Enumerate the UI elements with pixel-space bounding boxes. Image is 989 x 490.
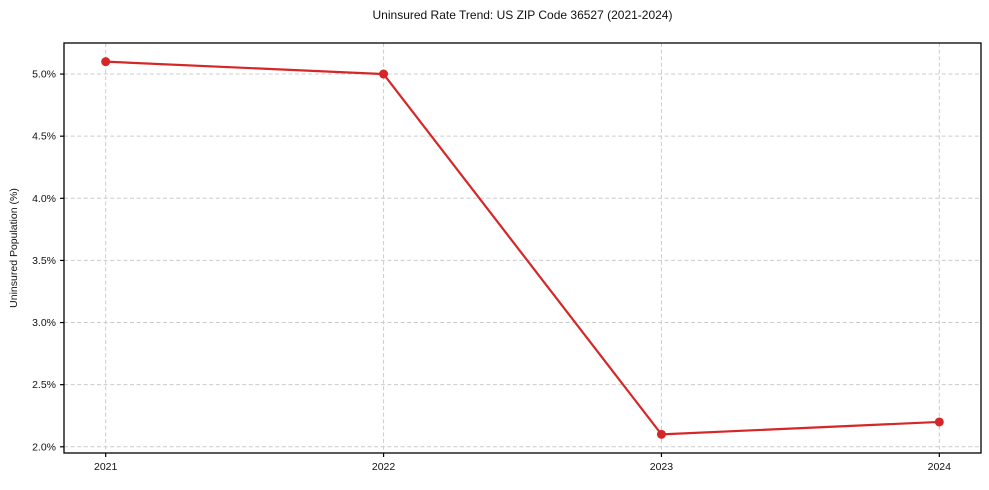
trend-line (104, 60, 941, 436)
data-point (934, 417, 944, 427)
data-point (101, 57, 111, 67)
x-tick-label: 2023 (650, 461, 674, 473)
x-tick-label: 2021 (94, 461, 118, 473)
plot-border (63, 42, 982, 454)
x-tick-label: 2024 (928, 461, 952, 473)
y-tick-label: 3.0% (32, 317, 56, 329)
y-tick-label: 3.5% (32, 255, 56, 267)
data-point (656, 429, 666, 439)
y-tick-label: 2.5% (32, 379, 56, 391)
y-tick-label: 2.0% (32, 441, 56, 453)
data-point (379, 69, 389, 79)
chart-title: Uninsured Rate Trend: US ZIP Code 36527 … (372, 8, 673, 22)
y-tick-label: 5.0% (32, 69, 56, 81)
x-tick-label: 2022 (372, 461, 396, 473)
y-tick-label: 4.5% (32, 131, 56, 143)
y-tick-label: 4.0% (32, 193, 56, 205)
